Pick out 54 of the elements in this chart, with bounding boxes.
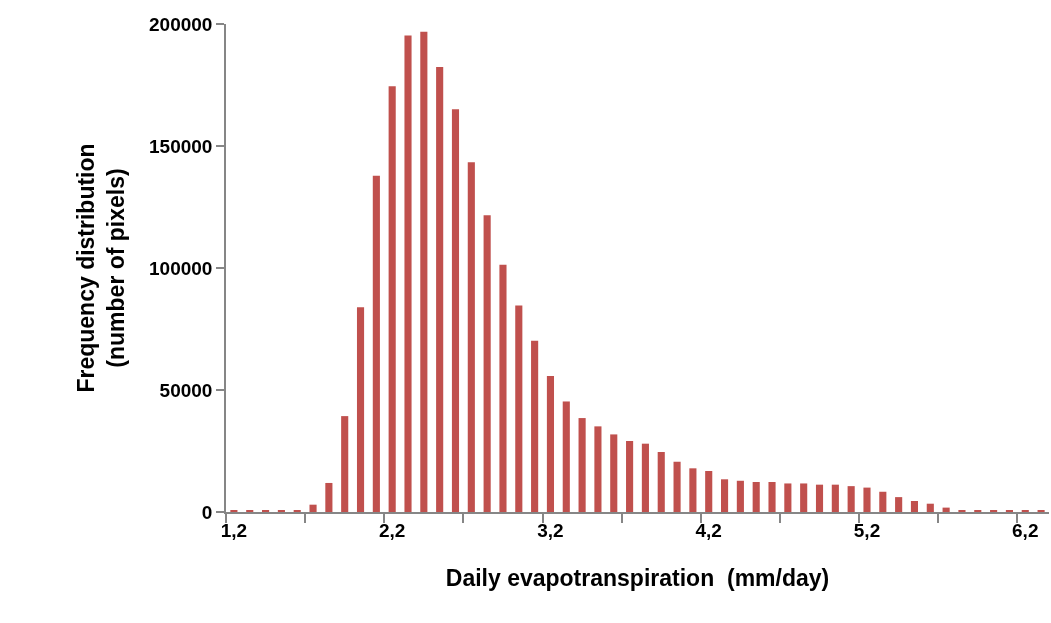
bar: [641, 443, 649, 512]
bar: [451, 109, 460, 512]
bar: [436, 66, 444, 512]
bar: [499, 264, 507, 512]
bar: [594, 426, 602, 512]
bar: [720, 479, 729, 512]
y-tick-label: 100000: [149, 257, 213, 279]
x-tick-label: 6,2: [1012, 519, 1039, 541]
bar: [784, 483, 792, 512]
bar: [910, 501, 919, 512]
bar: [689, 468, 697, 512]
bar: [815, 484, 824, 512]
bar: [705, 471, 713, 512]
bar: [562, 401, 570, 512]
y-tick-label: 0: [201, 501, 213, 523]
y-tick-label: 200000: [149, 13, 213, 35]
x-axis-title: Daily evapotranspiration (mm/day): [445, 564, 830, 591]
bar: [610, 434, 618, 512]
bar: [356, 307, 365, 512]
bar: [388, 86, 396, 512]
bar: [325, 482, 333, 512]
y-tick-label: 50000: [159, 379, 213, 401]
bar: [863, 487, 871, 512]
bar: [736, 480, 744, 512]
y-axis-title: Frequency distribution (number of pixels): [73, 143, 129, 393]
bar: [515, 305, 523, 512]
bar: [831, 484, 839, 512]
bar: [626, 441, 634, 512]
y-tick-label: 150000: [149, 135, 213, 157]
bar: [657, 451, 665, 512]
bar: [483, 215, 491, 512]
bar: [847, 486, 855, 512]
bar: [341, 416, 349, 512]
bar: [420, 31, 428, 512]
bar: [673, 461, 681, 512]
bar: [578, 418, 586, 512]
x-tick-label: 5,2: [853, 519, 881, 541]
bar: [895, 497, 903, 512]
x-tick-label: 1,2: [220, 519, 248, 541]
bar: [531, 340, 539, 512]
bar: [800, 483, 808, 512]
bar: [546, 376, 555, 512]
x-tick-label: 3,2: [537, 519, 564, 541]
bar: [309, 504, 317, 512]
bar: [404, 35, 412, 512]
bar: [942, 507, 950, 512]
x-tick-label: 4,2: [695, 519, 722, 541]
bar: [467, 162, 475, 512]
bar: [768, 481, 776, 512]
bar: [926, 503, 934, 512]
bar: [752, 481, 760, 512]
x-tick-label: 2,2: [378, 519, 406, 541]
bar: [879, 491, 887, 512]
bar: [372, 175, 380, 512]
